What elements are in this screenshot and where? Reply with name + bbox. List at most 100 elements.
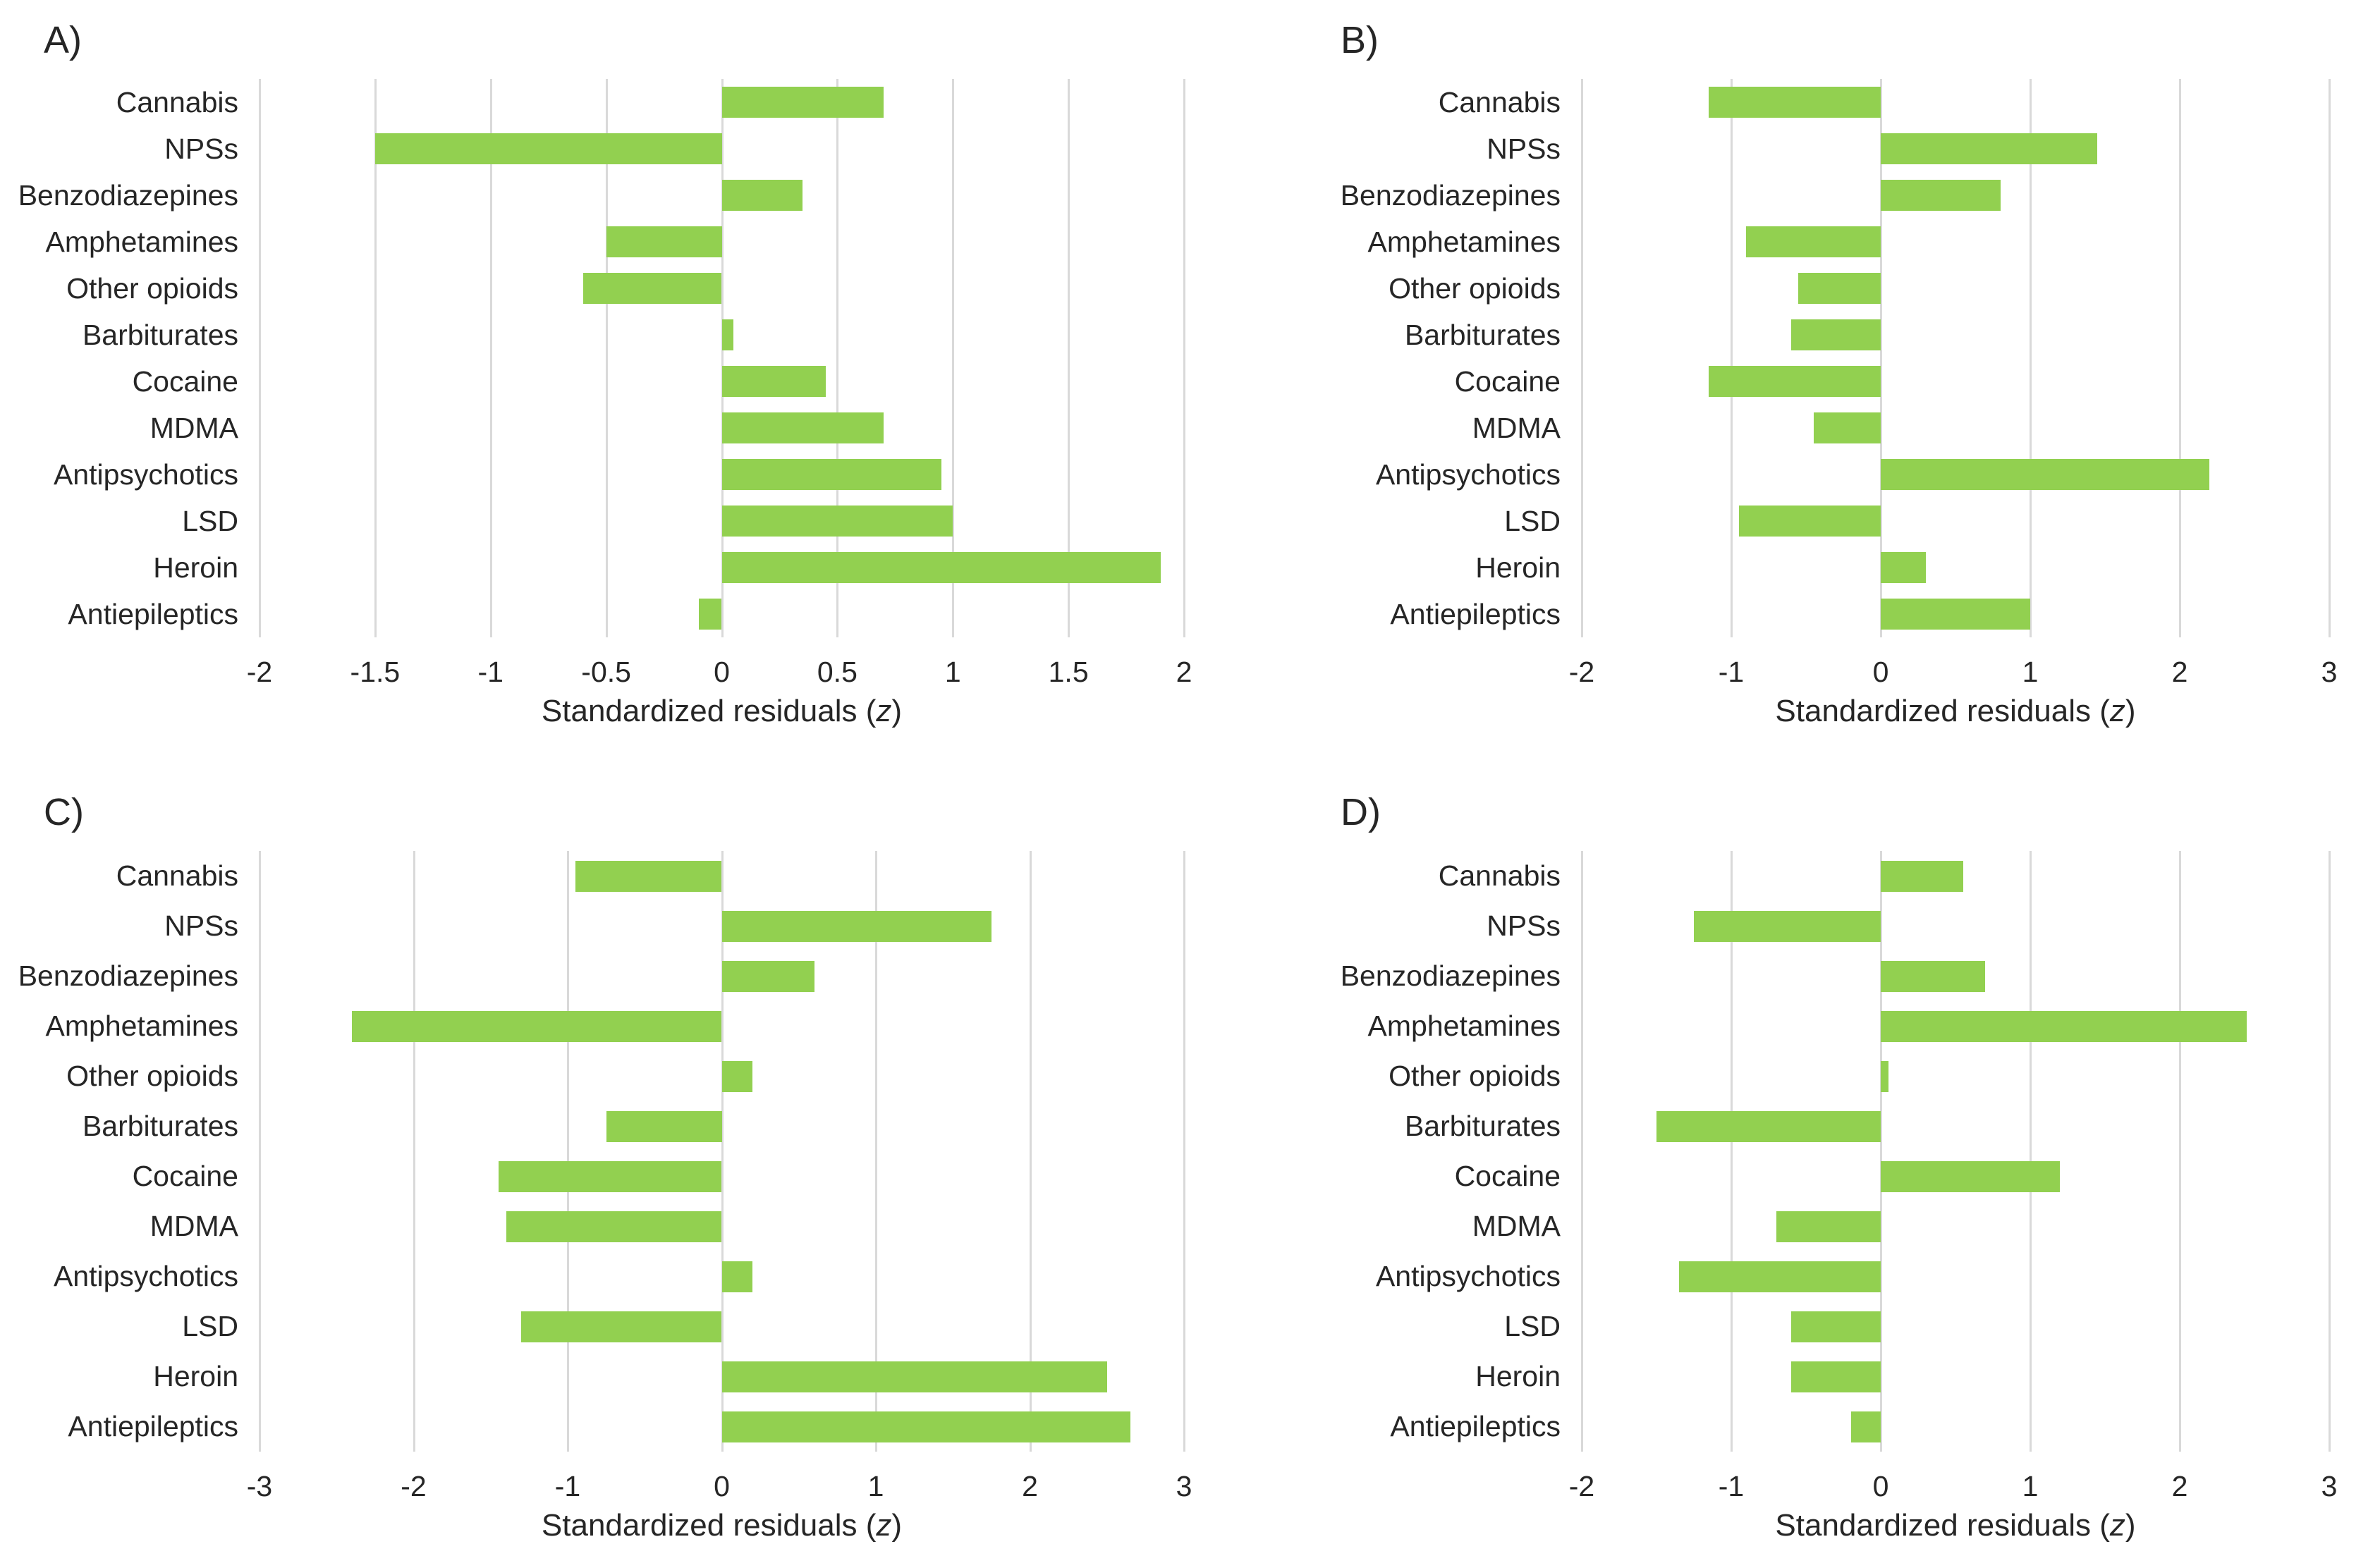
- bar-row-antiepileptics: [1582, 591, 2329, 637]
- category-label-cocaine: Cocaine: [1454, 364, 1561, 398]
- x-tick-label: -2: [1568, 1470, 1595, 1502]
- bar-cannabis: [721, 87, 884, 118]
- x-axis-ticks: -2 -1 0 1 2 3: [1569, 637, 2338, 688]
- plot-area: [1581, 79, 2331, 637]
- category-label-cannabis: Cannabis: [116, 859, 238, 892]
- bar-row-barbiturates: [260, 1101, 1184, 1151]
- gridline: [1029, 851, 1032, 1452]
- gridline: [374, 79, 377, 637]
- bar-row-other-opioids: [260, 1051, 1184, 1101]
- bar-row-lsd: [1582, 498, 2329, 544]
- category-label-amphetamines: Amphetamines: [45, 225, 238, 258]
- bar-row-amphetamines: [260, 219, 1184, 265]
- category-label-amphetamines: Amphetamines: [1367, 225, 1561, 258]
- category-label-antipsychotics: Antipsychotics: [1375, 1260, 1561, 1292]
- bar-heroin: [721, 552, 1161, 583]
- bar-barbiturates: [606, 1110, 722, 1142]
- bar-benzodiazepines: [721, 960, 814, 992]
- bar-lsd: [1738, 506, 1881, 537]
- panel-A: A) Cannabis NPSs Benzodiazepines Amphetamin…: [0, 0, 1192, 772]
- gridline: [1183, 79, 1185, 637]
- gridline: [489, 79, 492, 637]
- category-label-benzodiazepines: Benzodiazepines: [1340, 960, 1561, 992]
- bar-cannabis: [1881, 860, 1963, 892]
- bar-row-benzodiazepines: [260, 172, 1184, 219]
- bar-row-npss: [260, 901, 1184, 951]
- bar-benzodiazepines: [1881, 960, 1986, 992]
- chart-A: Cannabis NPSs Benzodiazepines Amphetamines O…: [0, 79, 1192, 729]
- x-tick-label: 1: [2022, 656, 2039, 688]
- x-tick-label: 3: [1176, 1470, 1192, 1502]
- x-axis-title-variable: z: [2109, 1508, 2125, 1543]
- bar-row-lsd: [260, 498, 1184, 544]
- bar-cocaine: [1709, 366, 1881, 397]
- plot-area: [259, 79, 1185, 637]
- category-label-npss: NPSs: [164, 132, 238, 165]
- gridline: [721, 851, 724, 1452]
- category-label-barbiturates: Barbiturates: [1404, 1110, 1561, 1142]
- category-label-barbiturates: Barbiturates: [82, 318, 238, 351]
- gridline: [2030, 79, 2032, 637]
- x-axis-title: Standardized residuals (z): [1582, 1508, 2329, 1543]
- gridline: [1731, 851, 1733, 1452]
- bar-row-barbiturates: [1582, 312, 2329, 358]
- bar-other-opioids: [1798, 273, 1881, 304]
- gridline: [1581, 79, 1583, 637]
- bar-npss: [721, 910, 991, 942]
- category-labels: Cannabis NPSs Benzodiazepines Amphetamines O…: [1190, 79, 1582, 729]
- category-label-amphetamines: Amphetamines: [1367, 1010, 1561, 1042]
- gridline: [1581, 851, 1583, 1452]
- plot-column: -2 -1 0 1 2 3 Standardized residuals (z): [1569, 851, 2338, 1543]
- x-tick-label: 0: [1872, 1470, 1889, 1502]
- category-label-heroin: Heroin: [1475, 551, 1561, 584]
- bar-row-cocaine: [260, 358, 1184, 405]
- bar-cocaine: [1881, 1160, 2061, 1192]
- panel-letter: D): [1341, 791, 1381, 833]
- x-axis-title-variable: z: [2109, 694, 2125, 728]
- gridline: [1068, 79, 1070, 637]
- category-label-benzodiazepines: Benzodiazepines: [1340, 178, 1561, 212]
- panel-letter: A): [44, 19, 82, 61]
- x-tick-label: -1: [477, 656, 504, 688]
- category-label-cannabis: Cannabis: [1438, 85, 1561, 118]
- bar-row-heroin: [260, 544, 1184, 591]
- bar-barbiturates: [1790, 319, 1881, 350]
- bar-cocaine: [498, 1160, 722, 1192]
- x-tick-label: -1: [1718, 656, 1745, 688]
- gridline: [413, 851, 415, 1452]
- bar-row-amphetamines: [1582, 1001, 2329, 1051]
- x-tick-label: 3: [2321, 656, 2338, 688]
- x-tick-label: 2: [1022, 1470, 1038, 1502]
- category-label-amphetamines: Amphetamines: [45, 1010, 238, 1042]
- bar-mdma: [1813, 412, 1881, 443]
- bar-row-other-opioids: [1582, 265, 2329, 312]
- category-label-other-opioids: Other opioids: [66, 1060, 238, 1092]
- x-axis-ticks: -2 -1 0 1 2 3: [1569, 1452, 2338, 1502]
- bar-row-cocaine: [1582, 1151, 2329, 1201]
- category-label-lsd: LSD: [182, 504, 238, 537]
- bar-row-barbiturates: [1582, 1101, 2329, 1151]
- gridline: [2329, 79, 2331, 637]
- bar-barbiturates: [721, 319, 733, 350]
- bar-antiepileptics: [1881, 599, 2030, 630]
- bar-amphetamines: [1746, 226, 1881, 257]
- gridline: [836, 79, 839, 637]
- x-axis-title-suffix: ): [891, 1508, 903, 1543]
- bar-row-cannabis: [260, 851, 1184, 901]
- x-axis-ticks: -3 -2 -1 0 1 2 3: [247, 1452, 1192, 1502]
- category-label-npss: NPSs: [1487, 132, 1561, 165]
- x-tick-label: -2: [246, 656, 273, 688]
- bar-row-heroin: [1582, 1352, 2329, 1402]
- x-tick-label: 3: [2321, 1470, 2338, 1502]
- panel-D: D) Cannabis NPSs Benzodiazepines Amphetamin…: [1190, 772, 2380, 1544]
- bar-antipsychotics: [1678, 1261, 1881, 1292]
- category-label-mdma: MDMA: [1472, 411, 1561, 444]
- chart-B: Cannabis NPSs Benzodiazepines Amphetamines O…: [1190, 79, 2380, 729]
- gridline: [875, 851, 877, 1452]
- plot-column: -2 -1.5 -1 -0.5 0 0.5 1 1.5 2 Standardized resid…: [247, 79, 1192, 729]
- bar-row-lsd: [1582, 1301, 2329, 1352]
- bar-row-npss: [1582, 901, 2329, 951]
- category-label-heroin: Heroin: [1475, 1360, 1561, 1392]
- x-axis-title: Standardized residuals (z): [260, 694, 1184, 729]
- bar-antiepileptics: [721, 1411, 1130, 1442]
